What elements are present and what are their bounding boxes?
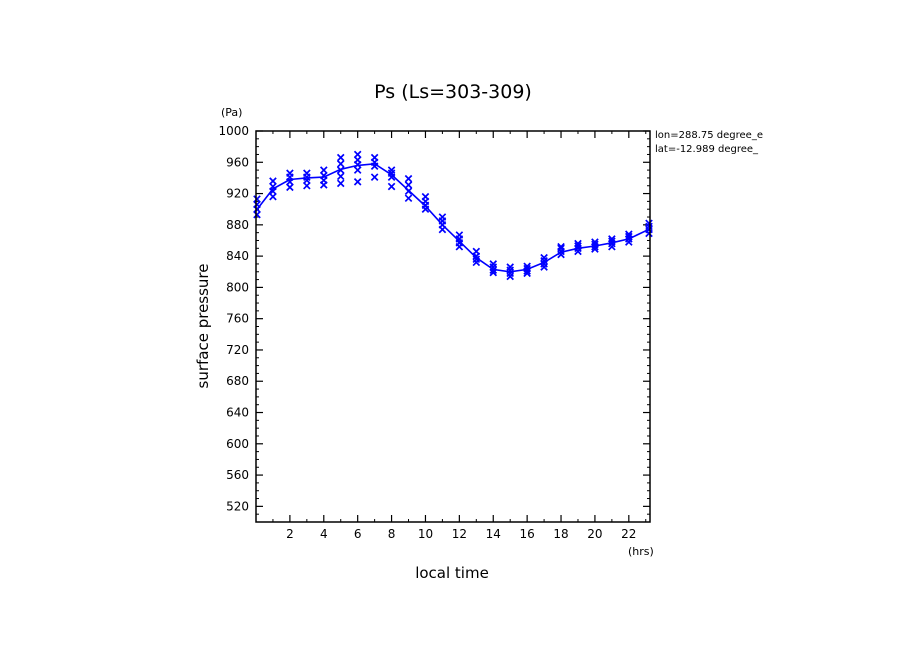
chart-title: Ps (Ls=303-309) xyxy=(374,81,532,103)
data-point-marker xyxy=(438,213,447,221)
data-point-marker xyxy=(269,182,277,191)
data-point-marker xyxy=(523,264,531,273)
data-point-marker xyxy=(370,173,379,181)
data-point-marker xyxy=(404,187,413,196)
data-point-marker xyxy=(353,178,362,186)
x-tick-label: 16 xyxy=(519,527,534,541)
y-tick-label: 520 xyxy=(226,499,249,513)
x-tick-label: 4 xyxy=(320,527,328,541)
y-tick-label: 760 xyxy=(226,312,249,326)
data-point-marker xyxy=(404,181,413,189)
x-tick-label: 18 xyxy=(553,527,568,541)
data-point-marker xyxy=(336,160,345,168)
data-point-marker xyxy=(472,247,481,256)
x-tick-label: 22 xyxy=(621,527,636,541)
data-point-marker xyxy=(387,182,396,191)
data-point-marker xyxy=(540,253,548,262)
data-point-marker xyxy=(608,237,616,246)
data-point-marker xyxy=(336,153,345,162)
x-tick-label: 20 xyxy=(587,527,602,541)
data-point-marker xyxy=(625,232,633,241)
data-point-marker xyxy=(253,200,261,209)
data-point-marker xyxy=(625,230,633,239)
y-tick-label: 800 xyxy=(226,280,249,294)
data-point-marker xyxy=(253,195,261,203)
data-point-marker xyxy=(574,242,582,250)
data-point-marker xyxy=(557,244,565,253)
x-unit-label: (hrs) xyxy=(628,545,654,558)
x-tick-label: 12 xyxy=(452,527,467,541)
plot-frame xyxy=(255,130,651,523)
y-tick-label: 600 xyxy=(226,437,249,451)
y-tick-label: 880 xyxy=(226,218,249,232)
data-point-marker xyxy=(455,231,464,239)
data-point-marker xyxy=(336,166,345,174)
data-point-marker xyxy=(253,210,261,219)
data-point-marker xyxy=(353,166,362,174)
data-point-marker xyxy=(506,263,514,271)
y-unit-label: (Pa) xyxy=(221,106,242,119)
data-point-marker xyxy=(404,194,413,203)
data-point-marker xyxy=(387,166,396,174)
y-tick-label: 920 xyxy=(226,187,249,201)
data-point-marker xyxy=(404,174,413,183)
x-axis-label: local time xyxy=(415,564,489,582)
data-point-marker xyxy=(336,179,345,188)
x-tick-label: 8 xyxy=(388,527,396,541)
data-point-marker xyxy=(286,169,294,178)
data-point-marker xyxy=(286,183,294,192)
y-tick-label: 960 xyxy=(226,155,249,169)
annotation-lon: lon=288.75 degree_e xyxy=(655,130,763,141)
x-tick-label: 2 xyxy=(286,527,294,541)
data-point-marker xyxy=(591,238,599,246)
data-point-marker xyxy=(353,150,362,159)
y-tick-label: 640 xyxy=(226,406,249,420)
data-point-marker xyxy=(489,268,498,277)
x-tick-label: 6 xyxy=(354,527,362,541)
data-point-marker xyxy=(421,192,430,201)
data-point-marker xyxy=(303,169,311,178)
data-point-marker xyxy=(645,219,653,228)
mean-pressure-line xyxy=(255,162,651,273)
data-point-marker xyxy=(269,177,277,185)
y-tick-label: 680 xyxy=(226,374,249,388)
x-tick-label: 14 xyxy=(486,527,501,541)
y-tick-label: 560 xyxy=(226,468,249,482)
data-point-marker xyxy=(303,181,311,190)
data-point-marker xyxy=(336,172,345,181)
y-tick-label: 720 xyxy=(226,343,249,357)
y-axis-label: surface pressure xyxy=(194,264,212,389)
annotation-lat: lat=-12.989 degree_ xyxy=(655,144,759,155)
data-point-marker xyxy=(557,242,565,251)
data-point-marker xyxy=(608,235,616,243)
plot-data xyxy=(253,150,653,281)
data-point-marker xyxy=(489,260,498,268)
data-point-marker xyxy=(353,156,362,164)
data-point-marker xyxy=(591,240,599,249)
data-point-marker xyxy=(574,239,582,248)
y-tick-label: 1000 xyxy=(218,124,249,138)
data-point-marker xyxy=(319,166,328,174)
x-tick-label: 10 xyxy=(418,527,433,541)
data-point-marker xyxy=(370,153,379,162)
axis-ticks: 520 560 600 640 680 720 760 800 840 880 920 960 1000… xyxy=(218,124,650,541)
data-point-marker xyxy=(523,262,531,271)
y-tick-label: 840 xyxy=(226,249,249,263)
data-point-marker xyxy=(319,171,328,180)
data-point-marker xyxy=(269,192,277,201)
